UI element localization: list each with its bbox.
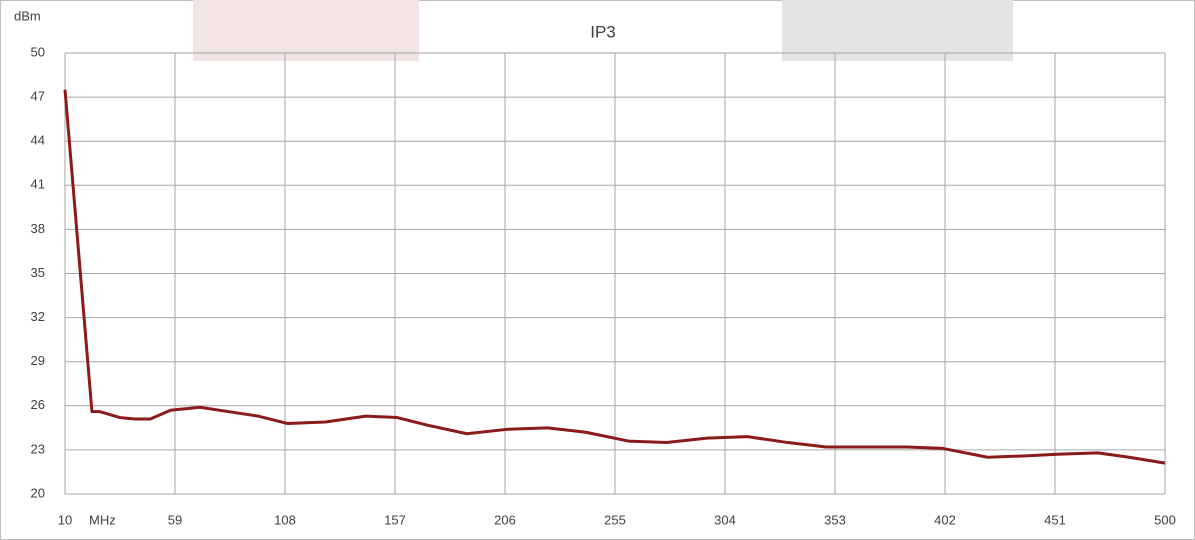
x-tick-label: 353: [824, 512, 846, 527]
x-tick-label: 10: [58, 512, 72, 527]
y-tick-label: 20: [31, 485, 45, 500]
x-tick-label: 402: [934, 512, 956, 527]
y-tick-label: 44: [31, 133, 45, 148]
y-tick-label: 41: [31, 177, 45, 192]
highlight-band: [193, 0, 419, 61]
x-tick-label: 157: [384, 512, 406, 527]
x-axis-label: MHz: [89, 512, 116, 527]
y-tick-label: 47: [31, 89, 45, 104]
x-tick-label: 59: [168, 512, 182, 527]
y-tick-label: 29: [31, 353, 45, 368]
series-line: [63, 89, 1166, 465]
x-tick-label: 304: [714, 512, 736, 527]
x-tick-label: 500: [1154, 512, 1176, 527]
y-tick-label: 50: [31, 44, 45, 59]
y-tick-label: 35: [31, 265, 45, 280]
y-tick-label: 26: [31, 397, 45, 412]
y-tick-label: 32: [31, 309, 45, 324]
chart-title: IP3: [590, 22, 616, 41]
highlight-band: [782, 0, 1013, 61]
x-tick-label: 451: [1044, 512, 1066, 527]
y-axis-label: dBm: [14, 8, 41, 23]
y-tick-label: 23: [31, 441, 45, 456]
y-tick-label: 38: [31, 221, 45, 236]
x-tick-label: 255: [604, 512, 626, 527]
x-tick-label: 108: [274, 512, 296, 527]
x-tick-label: 206: [494, 512, 516, 527]
